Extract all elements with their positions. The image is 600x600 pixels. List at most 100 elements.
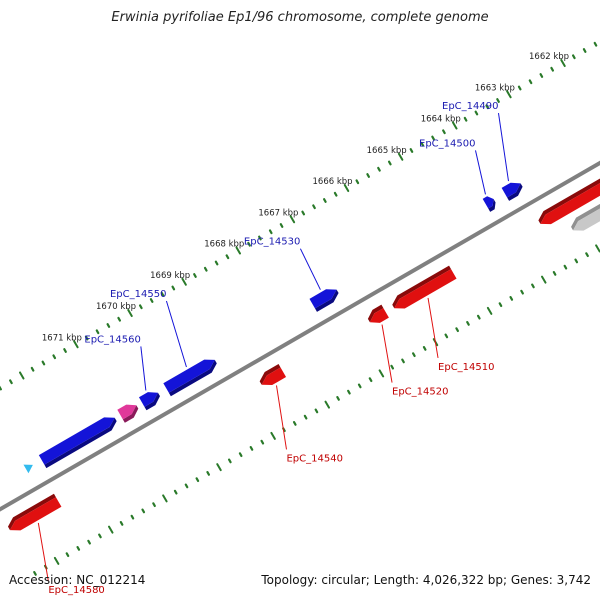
map-title: Erwinia pyrifoliae Ep1/96 chromosome, co… [111, 10, 489, 25]
gene-epc_14580[interactable] [5, 493, 62, 535]
minor-tick [422, 345, 427, 351]
minor-tick [173, 489, 178, 495]
minor-tick [303, 414, 308, 420]
minor-tick [574, 258, 579, 264]
gene-label[interactable]: EpC_14490 [442, 101, 498, 112]
minor-tick [517, 85, 522, 91]
major-tick [73, 340, 79, 349]
minor-tick [227, 458, 232, 464]
minor-tick [258, 235, 262, 241]
minor-tick [203, 266, 208, 272]
gene-feature[interactable] [117, 400, 141, 423]
minor-tick [149, 298, 154, 303]
minor-tick [268, 229, 273, 235]
minor-tick [249, 445, 254, 451]
minor-tick [130, 514, 135, 520]
minor-tick [387, 160, 392, 166]
minor-tick [119, 520, 124, 526]
gene-label[interactable]: EpC_14560 [84, 334, 140, 345]
minor-tick [106, 323, 111, 328]
gene-feature[interactable] [38, 413, 120, 469]
minor-tick [141, 508, 146, 514]
minor-tick [496, 98, 500, 103]
minor-tick [171, 285, 176, 291]
kbp-label: 1666 kbp [313, 177, 353, 187]
gene-label[interactable]: EpC_14510 [438, 362, 494, 373]
minor-tick [84, 335, 89, 341]
kbp-label: 1664 kbp [421, 115, 461, 125]
minor-tick [528, 79, 533, 85]
gene-feature[interactable] [23, 461, 35, 474]
minor-tick [455, 327, 459, 333]
major-tick [541, 275, 547, 284]
gene-epc_14530[interactable] [309, 285, 341, 312]
major-tick [595, 244, 600, 253]
minor-tick [442, 129, 446, 135]
minor-tick [95, 329, 100, 335]
gene-epc_14540[interactable] [257, 364, 287, 389]
minor-tick [184, 483, 189, 489]
minor-tick [498, 302, 503, 308]
gene-label[interactable]: EpC_14520 [392, 387, 448, 398]
topology-text: Topology: circular; Length: 4,026,322 bp… [261, 573, 591, 587]
minor-tick [314, 408, 319, 414]
minor-tick [152, 502, 156, 508]
minor-tick [292, 420, 297, 426]
minor-tick [466, 320, 470, 326]
minor-tick [65, 552, 70, 558]
gene-feature[interactable] [536, 162, 600, 228]
kbp-label: 1668 kbp [204, 240, 244, 250]
minor-tick [355, 179, 360, 185]
minor-tick [563, 264, 568, 270]
kbp-labels: 1662 kbp 1663 kbp 1664 kbp 1665 kbp 1666 kbp… [42, 52, 569, 343]
gene-epc_14510[interactable] [390, 265, 457, 313]
minor-tick [509, 295, 514, 301]
gene-epc_14490[interactable] [501, 179, 526, 201]
major-tick [127, 308, 133, 318]
major-tick [289, 215, 296, 224]
minor-tick [412, 352, 416, 358]
kbp-label: 1662 kbp [529, 52, 569, 62]
gene-epc_14550[interactable] [163, 355, 219, 397]
minor-tick [539, 73, 544, 78]
major-tick [560, 58, 566, 68]
minor-tick [33, 570, 37, 576]
gene-label[interactable]: EpC_14540 [286, 453, 342, 464]
gene-label[interactable]: EpC_14500 [419, 138, 475, 149]
chromosome-backbone [0, 160, 600, 512]
gene-epc_14500[interactable] [482, 194, 499, 212]
inner-tick-track [33, 244, 600, 576]
minor-tick [225, 254, 230, 260]
minor-tick [247, 241, 251, 247]
minor-tick [260, 439, 265, 445]
minor-tick [98, 533, 102, 539]
major-tick [162, 494, 168, 503]
kbp-label: 1665 kbp [367, 146, 407, 156]
major-tick [270, 431, 276, 440]
minor-tick [214, 260, 219, 266]
gene-label[interactable]: EpC_14580 [48, 585, 104, 596]
major-tick [181, 277, 187, 286]
gene-label[interactable]: EpC_14550 [110, 289, 166, 300]
minor-tick [323, 198, 327, 203]
minor-tick [336, 395, 340, 401]
minor-tick [193, 273, 197, 278]
minor-tick [401, 358, 405, 364]
gene-label[interactable]: EpC_14530 [244, 237, 300, 248]
kbp-label: 1667 kbp [258, 208, 298, 218]
gene-feature[interactable] [568, 181, 600, 236]
minor-tick [138, 304, 143, 310]
major-tick [378, 369, 385, 378]
gene-epc_14520[interactable] [365, 304, 389, 327]
kbp-label: 1669 kbp [150, 271, 190, 281]
minor-tick [409, 148, 414, 153]
minor-tick [87, 539, 91, 545]
minor-tick [357, 383, 362, 389]
minor-tick [585, 252, 589, 258]
minor-tick [238, 452, 243, 458]
minor-tick [593, 41, 598, 47]
minor-tick [520, 289, 524, 295]
gene-epc_14560[interactable] [138, 388, 163, 411]
minor-tick [366, 173, 370, 178]
kbp-label: 1670 kbp [96, 302, 136, 312]
